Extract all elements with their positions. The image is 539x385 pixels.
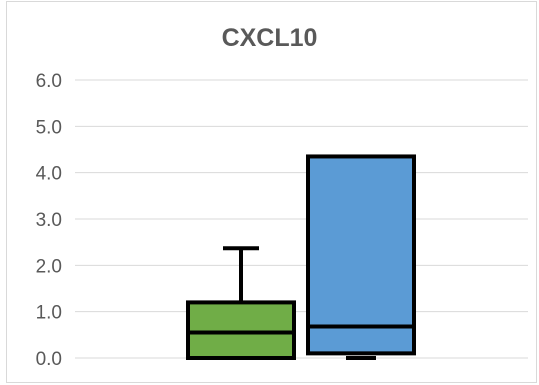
y-tick-label: 4.0: [36, 164, 62, 185]
y-tick-label: 5.0: [36, 117, 62, 138]
box: [306, 154, 416, 356]
y-tick-label: 6.0: [36, 71, 62, 92]
boxes: [186, 154, 416, 360]
chart-title: CXCL10: [221, 24, 318, 52]
gridlines: [75, 79, 528, 359]
y-tick-label: 2.0: [36, 256, 62, 277]
y-tick-label: 0.0: [36, 349, 62, 370]
box-series-1: [186, 246, 296, 360]
y-axis-ticks: 0.0 1.0 2.0 3.0 4.0 5.0 6.0: [36, 71, 62, 370]
box-series-2: [306, 154, 416, 360]
box: [186, 300, 296, 360]
y-tick-label: 3.0: [36, 210, 62, 231]
y-tick-label: 1.0: [36, 303, 62, 324]
